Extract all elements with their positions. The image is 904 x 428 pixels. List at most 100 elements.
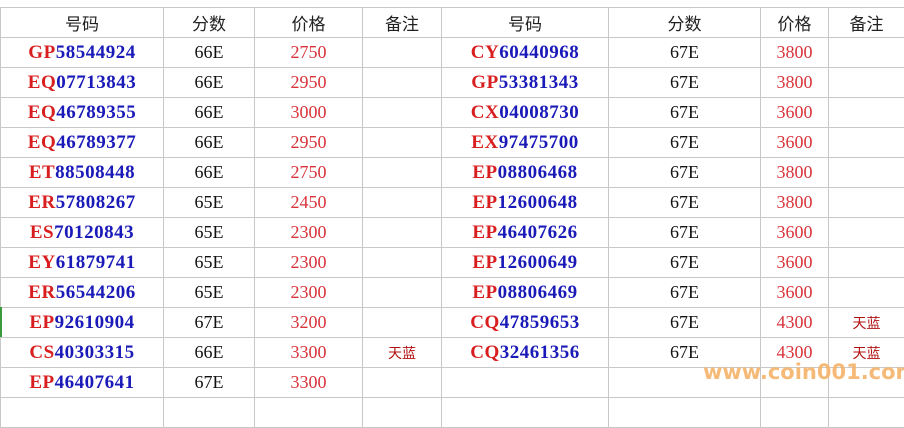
code-cell[interactable]: EQ46789355 bbox=[1, 98, 164, 128]
empty-cell[interactable] bbox=[761, 398, 829, 428]
code-cell[interactable]: EX97475700 bbox=[442, 128, 609, 158]
empty-cell[interactable] bbox=[1, 398, 164, 428]
note-cell[interactable] bbox=[363, 68, 442, 98]
price-cell[interactable]: 3800 bbox=[761, 38, 829, 68]
note-cell[interactable] bbox=[363, 368, 442, 398]
note-cell[interactable] bbox=[829, 38, 904, 68]
note-cell[interactable] bbox=[363, 98, 442, 128]
score-cell[interactable]: 67E bbox=[609, 308, 761, 338]
score-cell[interactable]: 67E bbox=[609, 98, 761, 128]
note-cell[interactable] bbox=[829, 278, 904, 308]
score-cell[interactable]: 67E bbox=[164, 368, 255, 398]
price-cell[interactable]: 2300 bbox=[255, 248, 363, 278]
price-cell[interactable]: 3200 bbox=[255, 308, 363, 338]
header-note-left[interactable]: 备注 bbox=[363, 8, 442, 38]
score-cell[interactable]: 65E bbox=[164, 188, 255, 218]
price-cell[interactable]: 3600 bbox=[761, 98, 829, 128]
score-cell[interactable]: 67E bbox=[609, 128, 761, 158]
score-cell[interactable]: 67E bbox=[609, 38, 761, 68]
code-cell[interactable]: ER56544206 bbox=[1, 278, 164, 308]
code-cell[interactable]: EP08806469 bbox=[442, 278, 609, 308]
price-cell[interactable]: 3800 bbox=[761, 158, 829, 188]
header-price-left[interactable]: 价格 bbox=[255, 8, 363, 38]
price-cell[interactable]: 3600 bbox=[761, 278, 829, 308]
header-price-right[interactable]: 价格 bbox=[761, 8, 829, 38]
note-cell[interactable]: 天蓝 bbox=[829, 308, 904, 338]
code-cell[interactable]: EQ07713843 bbox=[1, 68, 164, 98]
price-cell[interactable]: 3600 bbox=[761, 248, 829, 278]
price-cell[interactable]: 4300 bbox=[761, 308, 829, 338]
score-cell[interactable]: 67E bbox=[164, 308, 255, 338]
code-cell[interactable]: CX04008730 bbox=[442, 98, 609, 128]
score-cell[interactable]: 67E bbox=[609, 158, 761, 188]
note-cell[interactable] bbox=[829, 98, 904, 128]
header-score-left[interactable]: 分数 bbox=[164, 8, 255, 38]
header-code-left[interactable]: 号码 bbox=[1, 8, 164, 38]
empty-cell[interactable] bbox=[164, 398, 255, 428]
note-cell[interactable] bbox=[829, 218, 904, 248]
code-cell[interactable]: EP46407626 bbox=[442, 218, 609, 248]
score-cell[interactable]: 66E bbox=[164, 128, 255, 158]
code-cell[interactable]: EY61879741 bbox=[1, 248, 164, 278]
note-cell[interactable] bbox=[829, 248, 904, 278]
header-code-right[interactable]: 号码 bbox=[442, 8, 609, 38]
code-cell[interactable]: EQ46789377 bbox=[1, 128, 164, 158]
code-cell[interactable]: CY60440968 bbox=[442, 38, 609, 68]
header-note-right[interactable]: 备注 bbox=[829, 8, 904, 38]
price-cell[interactable]: 2950 bbox=[255, 68, 363, 98]
note-cell[interactable] bbox=[829, 68, 904, 98]
note-cell[interactable] bbox=[363, 128, 442, 158]
note-cell[interactable] bbox=[363, 38, 442, 68]
score-cell[interactable]: 67E bbox=[609, 68, 761, 98]
score-cell[interactable]: 66E bbox=[164, 338, 255, 368]
price-cell[interactable]: 2300 bbox=[255, 278, 363, 308]
price-cell[interactable]: 3800 bbox=[761, 68, 829, 98]
score-cell[interactable]: 67E bbox=[609, 188, 761, 218]
header-score-right[interactable]: 分数 bbox=[609, 8, 761, 38]
price-cell[interactable]: 3000 bbox=[255, 98, 363, 128]
empty-cell[interactable] bbox=[363, 398, 442, 428]
code-cell[interactable]: GP58544924 bbox=[1, 38, 164, 68]
price-cell[interactable]: 2750 bbox=[255, 38, 363, 68]
code-cell[interactable]: CS40303315 bbox=[1, 338, 164, 368]
note-cell[interactable] bbox=[363, 278, 442, 308]
empty-cell[interactable] bbox=[255, 398, 363, 428]
score-cell[interactable]: 66E bbox=[164, 38, 255, 68]
code-cell[interactable]: EP46407641 bbox=[1, 368, 164, 398]
note-cell[interactable] bbox=[829, 128, 904, 158]
note-cell[interactable] bbox=[829, 188, 904, 218]
empty-cell[interactable] bbox=[442, 398, 609, 428]
score-cell[interactable]: 66E bbox=[164, 158, 255, 188]
code-cell[interactable]: CQ47859653 bbox=[442, 308, 609, 338]
price-cell[interactable]: 3600 bbox=[761, 218, 829, 248]
code-cell[interactable]: CQ32461356 bbox=[442, 338, 609, 368]
price-cell[interactable]: 3600 bbox=[761, 128, 829, 158]
price-cell[interactable]: 2750 bbox=[255, 158, 363, 188]
note-cell[interactable] bbox=[363, 308, 442, 338]
score-cell[interactable]: 66E bbox=[164, 98, 255, 128]
score-cell[interactable]: 65E bbox=[164, 218, 255, 248]
price-cell[interactable]: 2950 bbox=[255, 128, 363, 158]
note-cell[interactable] bbox=[363, 248, 442, 278]
score-cell[interactable]: 65E bbox=[164, 248, 255, 278]
score-cell[interactable]: 66E bbox=[164, 68, 255, 98]
note-cell[interactable] bbox=[363, 158, 442, 188]
code-cell[interactable]: ES70120843 bbox=[1, 218, 164, 248]
empty-cell[interactable] bbox=[829, 398, 904, 428]
score-cell[interactable]: 67E bbox=[609, 278, 761, 308]
code-cell[interactable]: ET88508448 bbox=[1, 158, 164, 188]
price-cell[interactable]: 2450 bbox=[255, 188, 363, 218]
price-cell[interactable]: 3300 bbox=[255, 368, 363, 398]
price-cell[interactable]: 3800 bbox=[761, 188, 829, 218]
code-cell[interactable]: EP12600648 bbox=[442, 188, 609, 218]
note-cell[interactable] bbox=[829, 158, 904, 188]
price-cell[interactable]: 2300 bbox=[255, 218, 363, 248]
score-cell[interactable]: 67E bbox=[609, 218, 761, 248]
code-cell[interactable]: EP08806468 bbox=[442, 158, 609, 188]
code-cell[interactable]: EP92610904 bbox=[1, 308, 164, 338]
score-cell[interactable]: 65E bbox=[164, 278, 255, 308]
empty-cell[interactable] bbox=[609, 398, 761, 428]
code-cell[interactable]: ER57808267 bbox=[1, 188, 164, 218]
code-cell[interactable]: GP53381343 bbox=[442, 68, 609, 98]
code-cell[interactable]: EP12600649 bbox=[442, 248, 609, 278]
